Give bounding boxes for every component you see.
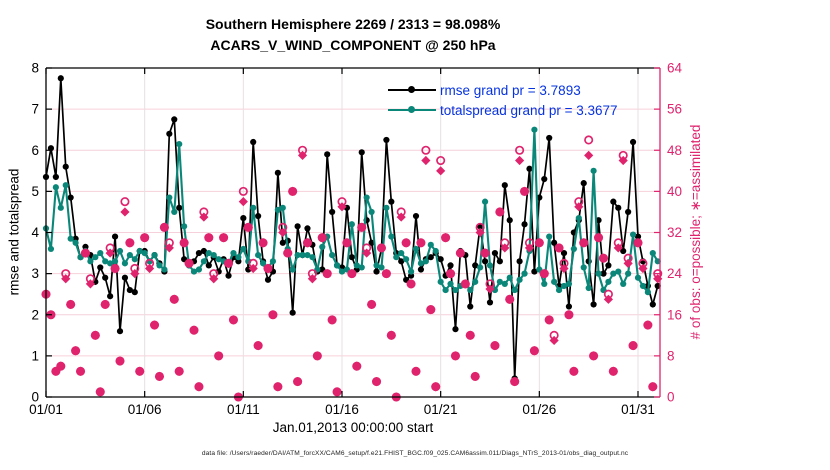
svg-text:8: 8 (667, 348, 675, 363)
rmse-line-swatch (388, 86, 436, 93)
svg-text:4: 4 (31, 225, 39, 240)
svg-text:16: 16 (667, 307, 682, 322)
legend-label-rmse: rmse grand pr = 3.7893 (440, 82, 581, 98)
data-file-path: data file: /Users/raeder/DAI/ATM_forcXX/… (201, 450, 629, 457)
legend-item-rmse: rmse grand pr = 3.7893 (388, 80, 618, 100)
svg-text:2: 2 (31, 307, 39, 322)
svg-text:24: 24 (667, 266, 683, 281)
svg-text:40: 40 (667, 184, 682, 199)
legend-label-totalspread: totalspread grand pr = 3.3677 (440, 102, 618, 118)
svg-text:0: 0 (667, 390, 675, 405)
svg-text:8: 8 (31, 61, 39, 76)
svg-text:48: 48 (667, 143, 682, 158)
left-axis-label: rmse and totalspread (6, 168, 22, 296)
svg-text:01/01: 01/01 (29, 402, 63, 417)
svg-text:1: 1 (31, 348, 39, 363)
svg-text:0: 0 (31, 390, 39, 405)
legend: rmse grand pr = 3.7893 totalspread grand… (388, 80, 618, 120)
totalspread-line-swatch (388, 106, 436, 113)
svg-text:56: 56 (667, 102, 682, 117)
svg-text:01/21: 01/21 (424, 402, 458, 417)
chart-subtitle: ACARS_V_WIND_COMPONENT @ 250 hPa (210, 37, 496, 53)
svg-text:64: 64 (667, 61, 683, 76)
svg-text:6: 6 (31, 143, 39, 158)
svg-text:32: 32 (667, 225, 682, 240)
right-axis-label: # of obs: o=possible; ∗=assimilated (688, 124, 703, 340)
svg-text:3: 3 (31, 266, 39, 281)
svg-text:01/16: 01/16 (325, 402, 359, 417)
chart-title: Southern Hemisphere 2269 / 2313 = 98.098… (205, 16, 501, 32)
svg-text:7: 7 (31, 102, 39, 117)
x-axis-label: Jan.01,2013 00:00:00 start (272, 420, 434, 435)
svg-text:01/11: 01/11 (227, 402, 260, 417)
svg-text:01/31: 01/31 (621, 402, 655, 417)
svg-text:01/06: 01/06 (128, 402, 162, 417)
svg-text:01/26: 01/26 (522, 402, 556, 417)
legend-item-totalspread: totalspread grand pr = 3.3677 (388, 100, 618, 120)
svg-text:5: 5 (31, 184, 39, 199)
